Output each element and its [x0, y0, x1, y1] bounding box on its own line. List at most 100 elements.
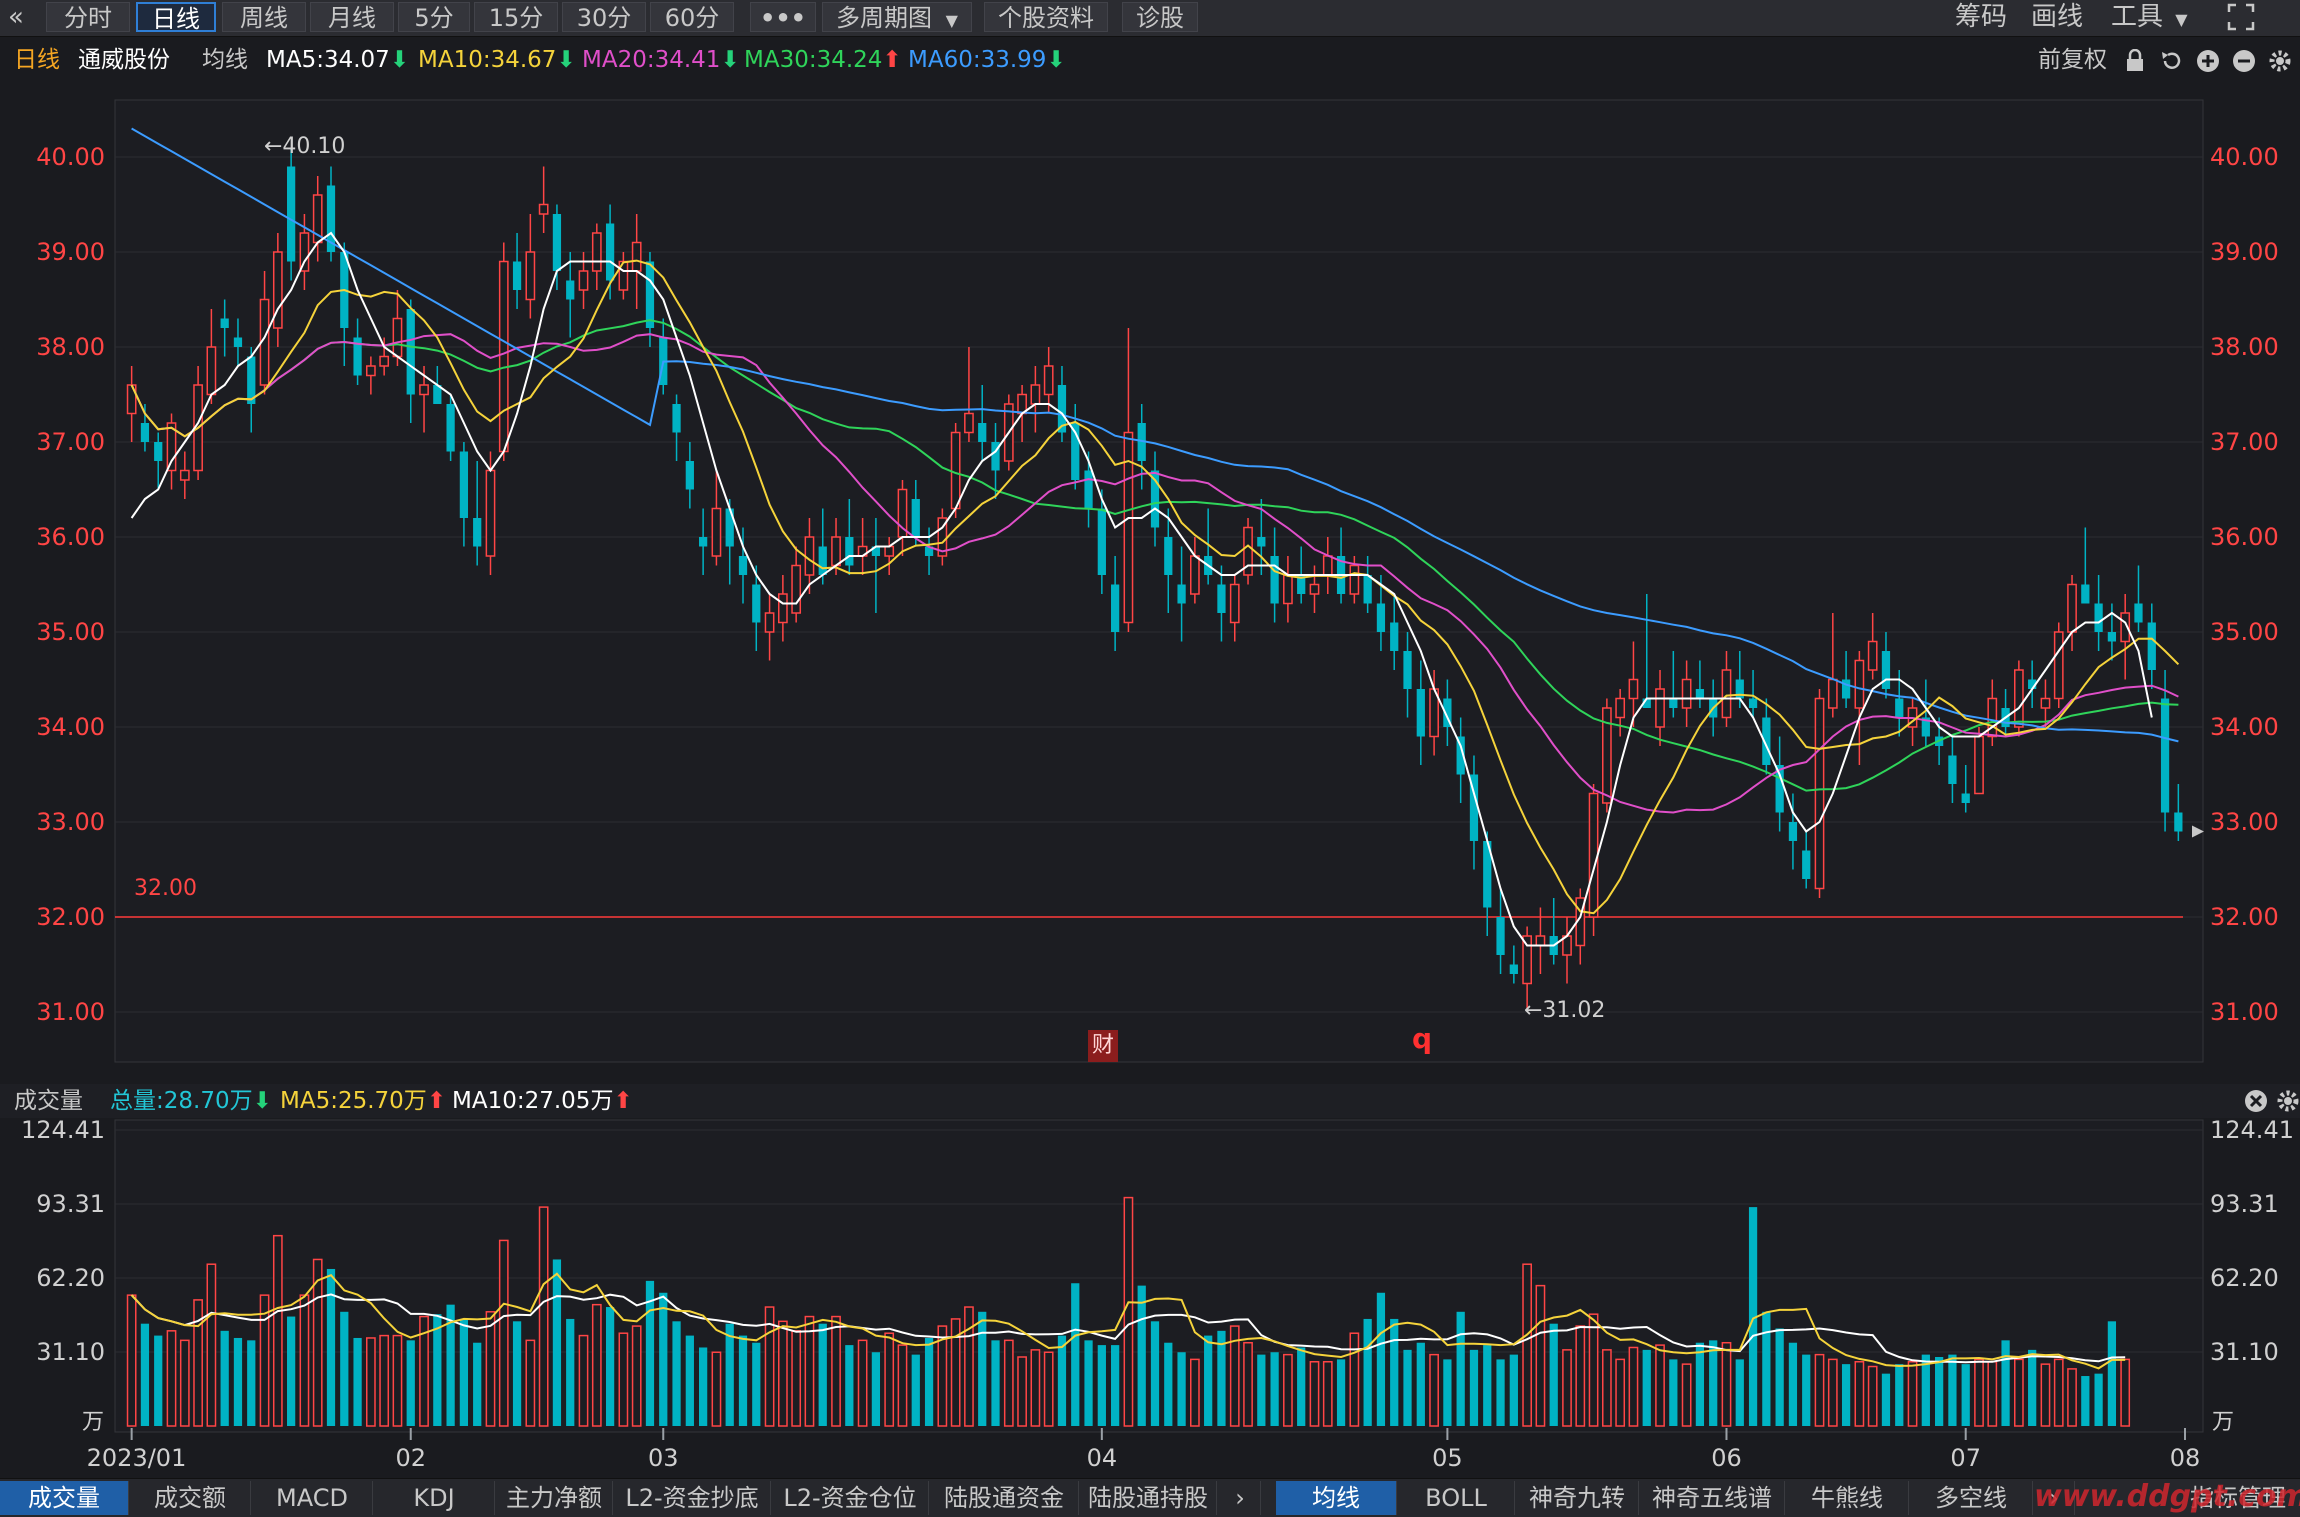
volume-bar — [738, 1335, 748, 1426]
volume-bar — [1283, 1353, 1293, 1427]
candle-body — [1456, 736, 1465, 775]
tab-daily[interactable]: 日线 — [136, 2, 216, 33]
volume-tick-label: 62.20 — [36, 1264, 105, 1292]
tools-dropdown[interactable]: 工具 ▼ — [2111, 2, 2188, 32]
indicator-manage-button[interactable]: 指标管理 — [2190, 1484, 2286, 1512]
tab-l2-position[interactable]: L2-资金仓位 — [772, 1481, 929, 1515]
candle-body — [1602, 707, 1612, 804]
tab-kdj[interactable]: KDJ — [374, 1481, 495, 1515]
tab-main-net[interactable]: 主力净额 — [496, 1481, 613, 1515]
candle-body — [1948, 755, 1957, 784]
tab-30min[interactable]: 30分 — [562, 2, 646, 32]
candle-body — [1814, 697, 1825, 890]
chevron-right-icon[interactable]: › — [1220, 1481, 1261, 1515]
volume-bar — [725, 1323, 734, 1426]
x-tick-label: 05 — [1432, 1444, 1463, 1472]
ellipsis-icon[interactable]: ••• — [750, 2, 816, 32]
fullscreen-icon[interactable] — [2226, 2, 2262, 32]
diagnose-button[interactable]: 诊股 — [1122, 2, 1198, 32]
tab-l2-bottom[interactable]: L2-资金抄底 — [614, 1481, 771, 1515]
volume-bar — [206, 1263, 217, 1427]
volume-bar — [857, 1339, 868, 1427]
tab-magic-nine[interactable]: 神奇九转 — [1516, 1481, 1639, 1515]
settings-icon[interactable] — [2268, 48, 2292, 84]
volume-bar — [1456, 1311, 1465, 1426]
tab-turnover[interactable]: 成交额 — [130, 1481, 251, 1515]
lock-icon[interactable] — [2124, 48, 2146, 84]
x-tick-label: 02 — [395, 1444, 426, 1472]
stock-info-button[interactable]: 个股资料 — [984, 2, 1108, 32]
q-marker[interactable]: q — [1412, 1022, 1433, 1055]
kline-chart[interactable]: 40.00 39.00 38.00 37.00 36.00 35.00 34.00 33.00… — [0, 0, 2300, 1478]
reference-line-label: 32.00 — [134, 876, 197, 901]
y-tick-label: 39.00 — [2210, 238, 2279, 266]
tab-long-short[interactable]: 多空线 — [1910, 1481, 2033, 1515]
tab-magic-five-line[interactable]: 神奇五线谱 — [1640, 1481, 1785, 1515]
candle-body — [871, 546, 881, 556]
candle-body — [2174, 812, 2183, 832]
volume-bar — [1588, 1313, 1599, 1427]
volume-bar — [1854, 1361, 1865, 1427]
tab-hk-connect-holding[interactable]: 陆股通持股 — [1080, 1481, 1217, 1515]
tab-60min[interactable]: 60分 — [650, 2, 734, 32]
volume-bar — [259, 1294, 270, 1427]
tab-15min[interactable]: 15分 — [474, 2, 558, 32]
candle-body — [978, 423, 987, 442]
stock-name[interactable]: 通威股份 — [78, 47, 170, 73]
tab-volume[interactable]: 成交量 — [0, 1481, 129, 1515]
double-chevron-left-icon[interactable]: « — [8, 2, 24, 32]
chips-button[interactable]: 筹码 — [1955, 2, 2008, 32]
volume-bar — [699, 1347, 708, 1426]
volume-bar — [166, 1330, 177, 1427]
candle-body — [566, 280, 575, 300]
tab-monthly[interactable]: 月线 — [310, 2, 394, 32]
tab-ma[interactable]: 均线 — [1276, 1481, 1397, 1515]
volume-bar — [1881, 1373, 1891, 1426]
volume-bar — [1123, 1196, 1134, 1427]
candle-body — [353, 337, 362, 376]
settings-icon[interactable] — [2276, 1089, 2300, 1123]
volume-ma10-line — [130, 1293, 2126, 1364]
finance-badge[interactable]: 财 — [1088, 1030, 1118, 1062]
volume-bar — [1190, 1358, 1200, 1427]
arrow-up-icon: ⬆ — [613, 1088, 633, 1114]
tab-macd[interactable]: MACD — [252, 1481, 373, 1515]
arrow-up-icon: ⬆ — [426, 1088, 447, 1114]
candle-body — [1283, 574, 1293, 605]
multi-period-dropdown[interactable]: 多周期图 ▼ — [822, 2, 972, 32]
indicator-tabs: 成交量 成交额 MACD KDJ 主力净额 L2-资金抄底 L2-资金仓位 陆股… — [0, 1478, 2300, 1517]
adjust-mode[interactable]: 前复权 — [2038, 47, 2107, 73]
tab-intraday[interactable]: 分时 — [46, 2, 130, 32]
volume-bar — [1376, 1292, 1386, 1426]
ma-label[interactable]: 均线 — [202, 47, 248, 73]
candle-body — [206, 346, 217, 396]
y-tick-label: 35.00 — [2210, 618, 2279, 646]
draw-line-button[interactable]: 画线 — [2031, 2, 2084, 32]
zoom-in-icon[interactable] — [2196, 48, 2220, 84]
tab-5min[interactable]: 5分 — [398, 2, 470, 32]
close-icon[interactable] — [2244, 1089, 2268, 1123]
volume-bar — [937, 1325, 948, 1427]
volume-bar — [1309, 1361, 1320, 1427]
tab-boll[interactable]: BOLL — [1398, 1481, 1515, 1515]
y-tick-label: 37.00 — [2210, 428, 2279, 456]
candle-body — [2028, 679, 2037, 689]
volume-bar — [1243, 1341, 1253, 1427]
chevron-right-icon[interactable]: › — [2034, 1481, 2075, 1515]
volume-bar — [897, 1344, 908, 1427]
last-price-marker — [2192, 825, 2204, 838]
candle-body — [1123, 431, 1134, 624]
y-tick-label: 33.00 — [36, 808, 105, 836]
tab-bull-bear[interactable]: 牛熊线 — [1786, 1481, 1909, 1515]
volume-bar — [1748, 1207, 1758, 1426]
tab-hk-connect-flow[interactable]: 陆股通资金 — [930, 1481, 1079, 1515]
volume-bar — [1043, 1351, 1054, 1427]
x-tick-label: 07 — [1950, 1444, 1981, 1472]
volume-bar — [1416, 1342, 1425, 1426]
undo-icon[interactable] — [2160, 48, 2184, 84]
zoom-out-icon[interactable] — [2232, 48, 2256, 84]
tab-weekly[interactable]: 周线 — [222, 2, 306, 32]
volume-title[interactable]: 成交量 — [14, 1088, 83, 1114]
volume-bar — [485, 1311, 496, 1427]
candle-body — [1390, 622, 1399, 651]
